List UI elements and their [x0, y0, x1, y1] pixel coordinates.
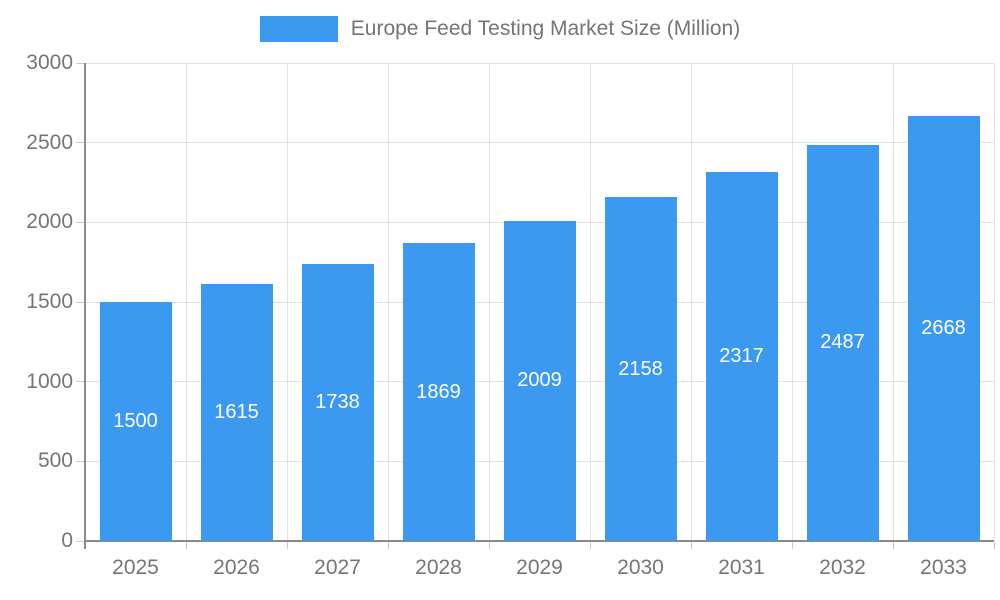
y-axis-tick [76, 301, 85, 303]
x-axis-tick-label: 2027 [314, 556, 361, 579]
gridline-v [892, 63, 894, 541]
y-axis-tick-label: 500 [37, 449, 73, 473]
gridline-v [488, 63, 490, 541]
x-axis-tick-label: 2033 [920, 556, 967, 579]
y-axis-tick-label: 1000 [26, 369, 73, 393]
bar-value-label: 2668 [921, 316, 966, 339]
bar-2033[interactable]: 2668 [907, 115, 980, 541]
bar-value-label: 2317 [719, 344, 764, 367]
bar-value-label: 1615 [214, 400, 259, 423]
legend-swatch-icon [259, 16, 338, 42]
bar-value-label: 1869 [416, 380, 461, 403]
gridline-h [85, 142, 994, 144]
legend-label: Europe Feed Testing Market Size (Million… [350, 17, 741, 40]
x-axis-tick [892, 542, 894, 549]
y-axis-tick [76, 540, 85, 542]
bar-2027[interactable]: 1738 [301, 264, 374, 541]
x-axis-tick [387, 542, 389, 549]
x-axis-tick-label: 2026 [213, 556, 260, 579]
bar-2032[interactable]: 2487 [806, 144, 879, 541]
x-axis-tick-label: 2030 [617, 556, 664, 579]
y-axis-tick-label: 2000 [26, 210, 73, 234]
y-axis-tick-label: 2500 [26, 130, 73, 154]
gridline-v [286, 63, 288, 541]
x-axis-tick [488, 542, 490, 549]
gridline-v [690, 63, 692, 541]
x-axis-tick [589, 542, 591, 549]
gridline-h [85, 62, 994, 64]
y-axis-line [84, 63, 86, 549]
gridline-v [387, 63, 389, 541]
y-axis-tick [76, 221, 85, 223]
y-axis-tick [76, 381, 85, 383]
bar-2026[interactable]: 1615 [200, 283, 273, 541]
bar-2030[interactable]: 2158 [604, 197, 677, 541]
y-axis-tick [76, 460, 85, 462]
y-axis-tick-label: 0 [61, 529, 73, 552]
x-axis-tick [185, 542, 187, 549]
gridline-v [791, 63, 793, 541]
x-axis-tick-label: 2028 [415, 556, 462, 579]
bar-value-label: 2009 [517, 369, 562, 392]
y-axis-tick [76, 62, 85, 64]
gridline-v [185, 63, 187, 541]
x-axis-tick-label: 2031 [718, 556, 765, 579]
bar-value-label: 1500 [113, 410, 158, 432]
chart-legend[interactable]: Europe Feed Testing Market Size (Million… [0, 16, 1000, 42]
bar-value-label: 2487 [820, 331, 865, 354]
bar-2025[interactable]: 1500 [99, 302, 172, 541]
x-axis-tick-label: 2032 [819, 556, 866, 579]
y-axis-tick-label: 3000 [26, 51, 73, 74]
y-axis-tick [76, 142, 85, 144]
x-axis-tick [791, 542, 793, 549]
x-axis-tick [286, 542, 288, 549]
bar-2031[interactable]: 2317 [705, 171, 778, 541]
x-axis-line [85, 540, 994, 542]
bar-2029[interactable]: 2009 [503, 220, 576, 541]
bar-2028[interactable]: 1869 [402, 243, 475, 541]
plot-area: 0 500 1000 1500 2000 2500 3000 1500 2025 1615 2026… [26, 51, 995, 579]
bar-value-label: 2158 [618, 357, 663, 380]
bar-value-label: 1738 [315, 391, 360, 414]
y-axis-tick-label: 1500 [26, 290, 73, 313]
x-axis-tick [690, 542, 692, 549]
gridline-v [993, 63, 995, 541]
x-axis-tick [993, 542, 995, 549]
gridline-v [589, 63, 591, 541]
x-axis-tick-label: 2029 [516, 556, 563, 579]
x-axis-tick-label: 2025 [112, 556, 159, 579]
